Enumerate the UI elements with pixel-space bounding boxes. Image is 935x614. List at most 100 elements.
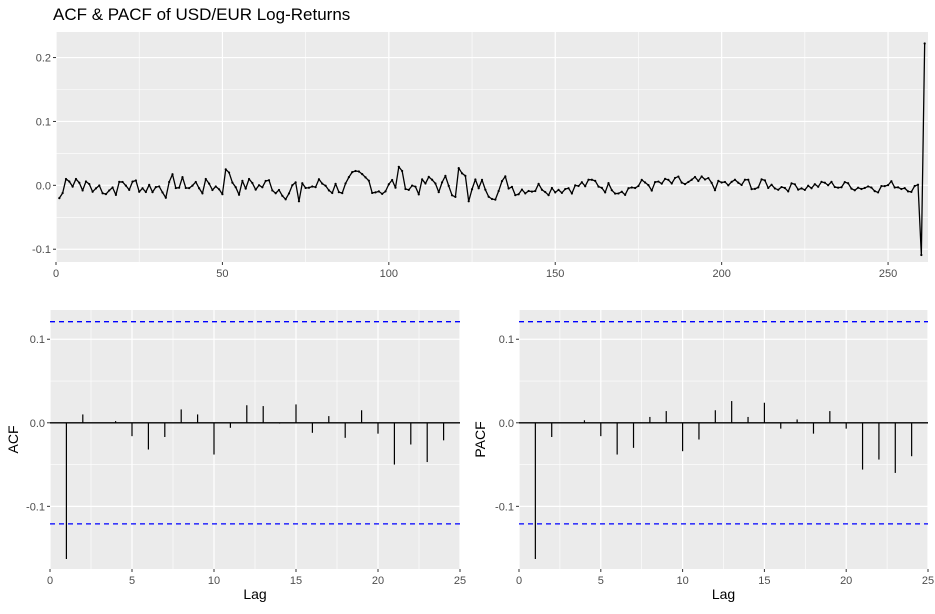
series-point — [683, 183, 687, 186]
series-point — [344, 182, 347, 185]
series-point — [424, 182, 427, 185]
series-point — [397, 165, 400, 168]
series-point — [710, 181, 713, 185]
series-point — [923, 42, 926, 45]
series-point — [680, 181, 683, 184]
pacf-y-tick-label: 0.1 — [499, 334, 514, 346]
series-x-tick-label: 200 — [712, 268, 730, 280]
series-point — [517, 193, 520, 196]
series-y-tick-label: -0.1 — [32, 244, 51, 256]
series-point — [281, 194, 284, 197]
series-point — [337, 191, 340, 194]
series-point — [411, 184, 414, 187]
series-point — [194, 180, 197, 184]
series-point — [587, 178, 590, 181]
series-point — [843, 181, 846, 184]
series-point — [790, 182, 793, 185]
series-point — [634, 186, 637, 190]
series-point — [64, 177, 68, 181]
series-point — [863, 186, 866, 190]
series-point — [713, 189, 717, 192]
series-point — [797, 188, 800, 191]
series-point — [783, 186, 786, 190]
series-point — [111, 186, 114, 189]
series-point — [830, 180, 833, 183]
series-point — [717, 179, 720, 182]
series-point — [71, 185, 74, 188]
series-point — [241, 179, 244, 182]
series-point — [154, 186, 157, 189]
series-point — [833, 185, 836, 189]
series-point — [94, 187, 98, 190]
pacf-x-tick-label: 0 — [516, 575, 522, 587]
series-point — [201, 192, 204, 195]
series-point — [464, 174, 467, 177]
series-point — [544, 190, 547, 194]
series-point — [131, 180, 134, 183]
series-point — [667, 178, 670, 181]
series-point — [514, 194, 517, 197]
series-point — [234, 186, 237, 189]
series-point — [703, 178, 707, 181]
series-point — [537, 182, 540, 185]
series-point — [757, 186, 760, 189]
series-point — [61, 191, 64, 195]
series-point — [777, 188, 780, 191]
series-point — [178, 186, 181, 189]
acf-x-tick-label: 25 — [454, 575, 466, 587]
series-point — [737, 181, 740, 184]
series-point — [191, 184, 194, 187]
series-point — [910, 190, 913, 193]
series-point — [198, 187, 201, 190]
series-point — [231, 181, 234, 184]
series-x-tick-label: 150 — [546, 268, 564, 280]
series-point — [148, 183, 151, 186]
series-point — [297, 200, 301, 203]
series-point — [520, 188, 524, 191]
series-point — [673, 176, 677, 180]
acf-x-tick-label: 20 — [372, 575, 384, 587]
series-point — [803, 188, 806, 192]
chart-title: ACF & PACF of USD/EUR Log-Returns — [53, 5, 350, 24]
series-point — [614, 192, 617, 195]
series-point — [690, 178, 693, 181]
series-point — [890, 180, 893, 183]
series-point — [407, 188, 410, 191]
series-point — [720, 181, 723, 184]
series-point — [594, 179, 597, 182]
series-point — [98, 184, 101, 187]
series-point — [490, 197, 494, 201]
series-point — [507, 187, 510, 190]
series-point — [580, 181, 583, 184]
series-point — [550, 186, 554, 190]
series-point — [813, 183, 816, 186]
series-point — [371, 191, 374, 195]
pacf-x-axis-label: Lag — [712, 586, 735, 602]
series-point — [88, 182, 91, 186]
series-point — [264, 179, 267, 183]
series-point — [430, 178, 434, 181]
series-point — [84, 180, 88, 183]
pacf-x-tick-label: 10 — [676, 575, 688, 587]
series-point — [184, 186, 187, 190]
series-point — [893, 186, 896, 189]
series-point — [211, 188, 214, 192]
series-point — [647, 184, 650, 187]
series-point — [421, 178, 424, 181]
series-point — [644, 181, 647, 184]
series-point — [773, 187, 777, 190]
series-point — [171, 173, 174, 176]
series-point — [460, 172, 464, 175]
series-point — [876, 191, 880, 194]
series-point — [440, 181, 444, 184]
series-point — [554, 191, 557, 194]
series-point — [883, 185, 886, 188]
series-point — [158, 185, 161, 188]
series-point — [317, 178, 321, 181]
series-point — [237, 193, 241, 196]
series-point — [653, 180, 657, 184]
series-point — [387, 183, 390, 186]
series-point — [164, 196, 167, 199]
